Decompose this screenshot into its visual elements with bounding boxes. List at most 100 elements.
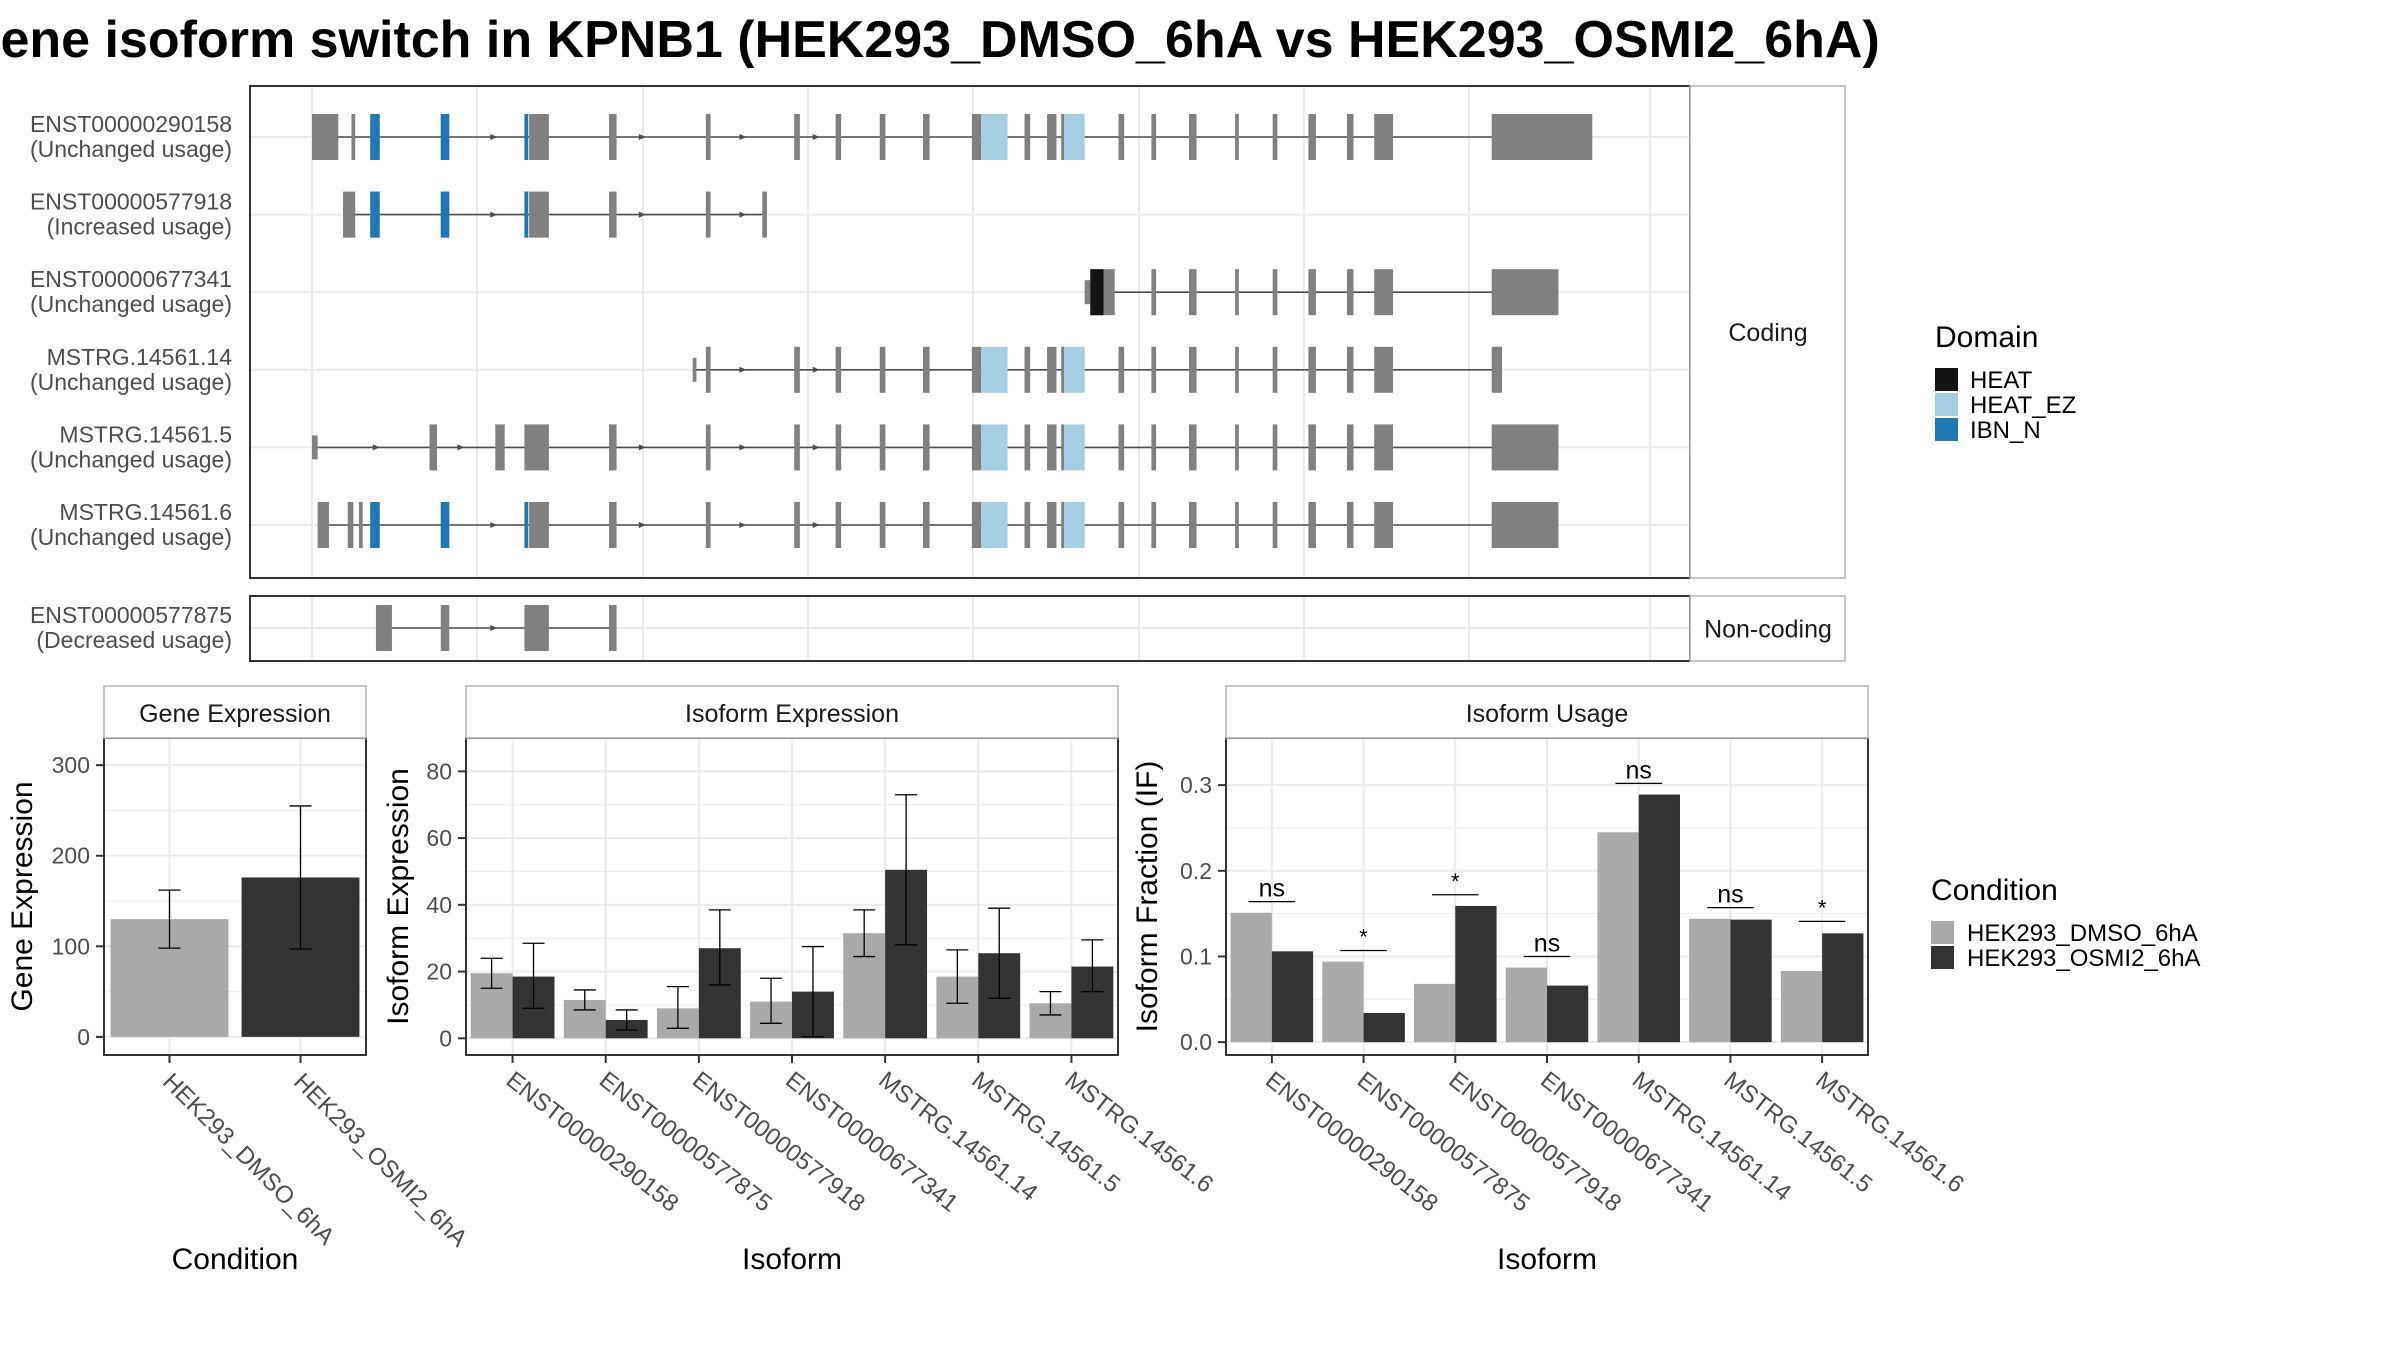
legend-swatch [1935,393,1958,416]
bar [1322,961,1364,1043]
transcript-usage-label: (Unchanged usage) [30,369,232,395]
exon-block [1235,346,1239,393]
exon-block [794,424,800,471]
condition-legend-item: HEK293_DMSO_6hA [1967,920,2198,947]
direction-arrow [812,444,820,451]
domain-legend-item: HEAT_EZ [1970,392,2076,419]
exon-block [1118,114,1125,160]
significance-label: ns [1626,756,1652,784]
transcript-usage-label: (Increased usage) [47,214,232,240]
significance-label: ns [1534,929,1560,957]
exon-block [1235,424,1239,471]
domain-ibn-n [372,114,380,160]
y-tick-label: 20 [426,959,452,985]
exon-block [1047,502,1057,548]
exon-block [923,346,930,393]
exon-block [529,502,549,548]
exon-block [1189,346,1197,393]
transcript-row: MSTRG.14561.6(Unchanged usage) [30,499,1559,550]
x-tick-label: MSTRG.14561.14 [1627,1066,1796,1206]
y-tick-label: 0.0 [1180,1029,1212,1055]
domain-ibn-n [524,191,529,238]
exon-block [1346,114,1354,160]
domain-heat-ez [1064,114,1085,160]
structure-panel-border [249,85,1691,579]
exon-block [359,502,363,548]
domain-ibn-n [440,191,450,238]
bar [1230,912,1272,1043]
exon-block [794,346,800,393]
domain-ibn-n [524,502,529,548]
y-tick-label: 200 [52,843,90,869]
transcript-usage-label: (Unchanged usage) [30,446,232,472]
exon-block [1491,269,1559,316]
exon-block [1024,346,1031,393]
chart-strip [1225,685,1869,739]
chart-strip [465,685,1119,739]
bar [1638,794,1680,1043]
exon-block [1047,424,1057,471]
x-tick-label: ENST00000290158 [501,1066,684,1217]
exon-block [1235,114,1239,160]
exon-block [317,502,329,548]
exon-block [1118,346,1125,393]
condition-legend-title: Condition [1931,874,2058,907]
exon-block [529,114,549,160]
exon-block [1061,114,1065,160]
exon-block [1084,280,1091,305]
transcript-id-label: MSTRG.14561.6 [59,499,232,525]
exon-block [312,435,318,460]
chart-2: ns * * ns ns ns * Isoform Usage 0.0 0.1 0.2 0.3 ENST… [1131,685,1969,1276]
transcript-row: ENST00000577875(Decreased usage) [30,602,617,653]
exon-block [1189,114,1197,160]
transcript-row: MSTRG.14561.5(Unchanged usage) [30,421,1559,472]
x-tick-label: MSTRG.14561.6 [1810,1066,1969,1198]
facet-strip: Coding [1689,85,1846,579]
y-tick-label: 0 [77,1024,90,1050]
exon-block [705,424,711,471]
bar [1414,983,1456,1043]
facet-strip-box [1689,85,1846,579]
exon-block [879,114,886,160]
domain-ibn-n [370,502,380,548]
bar [1780,971,1823,1043]
exon-block [524,424,549,471]
bar [1689,918,1731,1043]
exon-block [971,424,982,471]
exon-block [1491,424,1559,471]
exon-block [1346,346,1354,393]
exon-block [1308,424,1316,471]
exon-block [609,502,617,548]
direction-arrow [739,522,747,528]
exon-block [347,502,354,548]
domain-ibn-n [440,114,450,160]
exon-block [1346,424,1354,471]
y-axis-title: Gene Expression [6,781,39,1011]
exon-block [1047,346,1057,393]
direction-arrow [739,366,747,373]
exon-block [1346,269,1354,316]
exon-block [1103,269,1115,316]
exon-block [835,114,842,160]
exon-block [1346,502,1354,548]
transcript-id-label: ENST00000577875 [30,602,232,628]
domain-ibn-n [524,114,529,160]
y-axis-title: Isoform Expression [382,768,415,1025]
domain-heat-ez [981,424,1008,471]
exon-block [705,346,711,393]
exon-block [529,191,549,238]
x-tick-label: ENST00000577918 [1444,1066,1627,1217]
exon-block [1374,269,1393,316]
exon-block [1308,114,1316,160]
transcript-id-label: ENST00000577918 [30,189,232,215]
domain-legend-item: HEAT [1970,367,2033,394]
x-tick-label: ENST00000290158 [1260,1066,1443,1217]
exon-block [705,191,711,238]
bar [1271,951,1314,1043]
exon-block [375,605,392,651]
domain-ibn-n [370,114,374,160]
y-tick-label: 100 [52,933,90,959]
exon-block [762,191,767,238]
